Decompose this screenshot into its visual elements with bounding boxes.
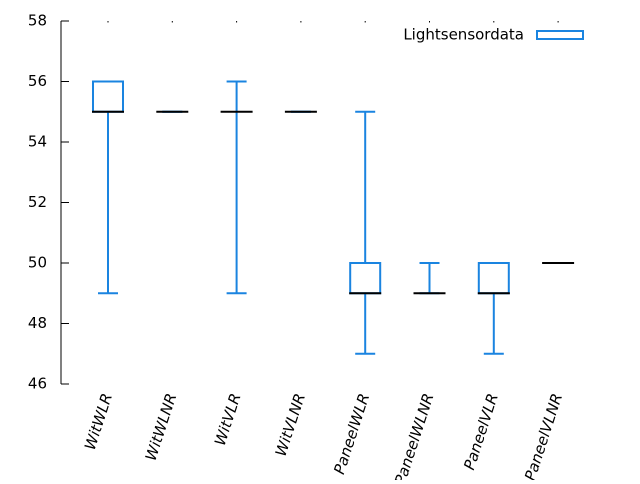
y-tick-label: 50 — [28, 254, 47, 272]
x-tick-label: PaneelVLNR — [521, 391, 566, 480]
legend-swatch — [536, 30, 584, 40]
y-tick-label: 54 — [28, 133, 47, 151]
x-tick-label: PaneelVLR — [460, 391, 502, 472]
legend-label: Lightsensordata — [403, 26, 524, 44]
box — [92, 80, 124, 113]
y-tick-label: 56 — [28, 72, 47, 90]
box — [349, 262, 382, 295]
y-tick-label: 52 — [28, 193, 47, 211]
x-tick-label: PaneelWLNR — [391, 391, 438, 480]
y-tick-label: 48 — [28, 314, 47, 332]
x-tick-label: WitVLR — [211, 391, 245, 448]
x-tick-label: PaneelWLR — [330, 391, 373, 476]
x-tick-label: WitVLNR — [272, 391, 309, 459]
y-tick-label: 58 — [28, 12, 47, 30]
box — [477, 262, 510, 295]
y-tick-label: 46 — [28, 375, 47, 393]
x-tick-label: WitWLR — [81, 391, 116, 452]
x-tick-label: WitWLNR — [142, 391, 181, 463]
